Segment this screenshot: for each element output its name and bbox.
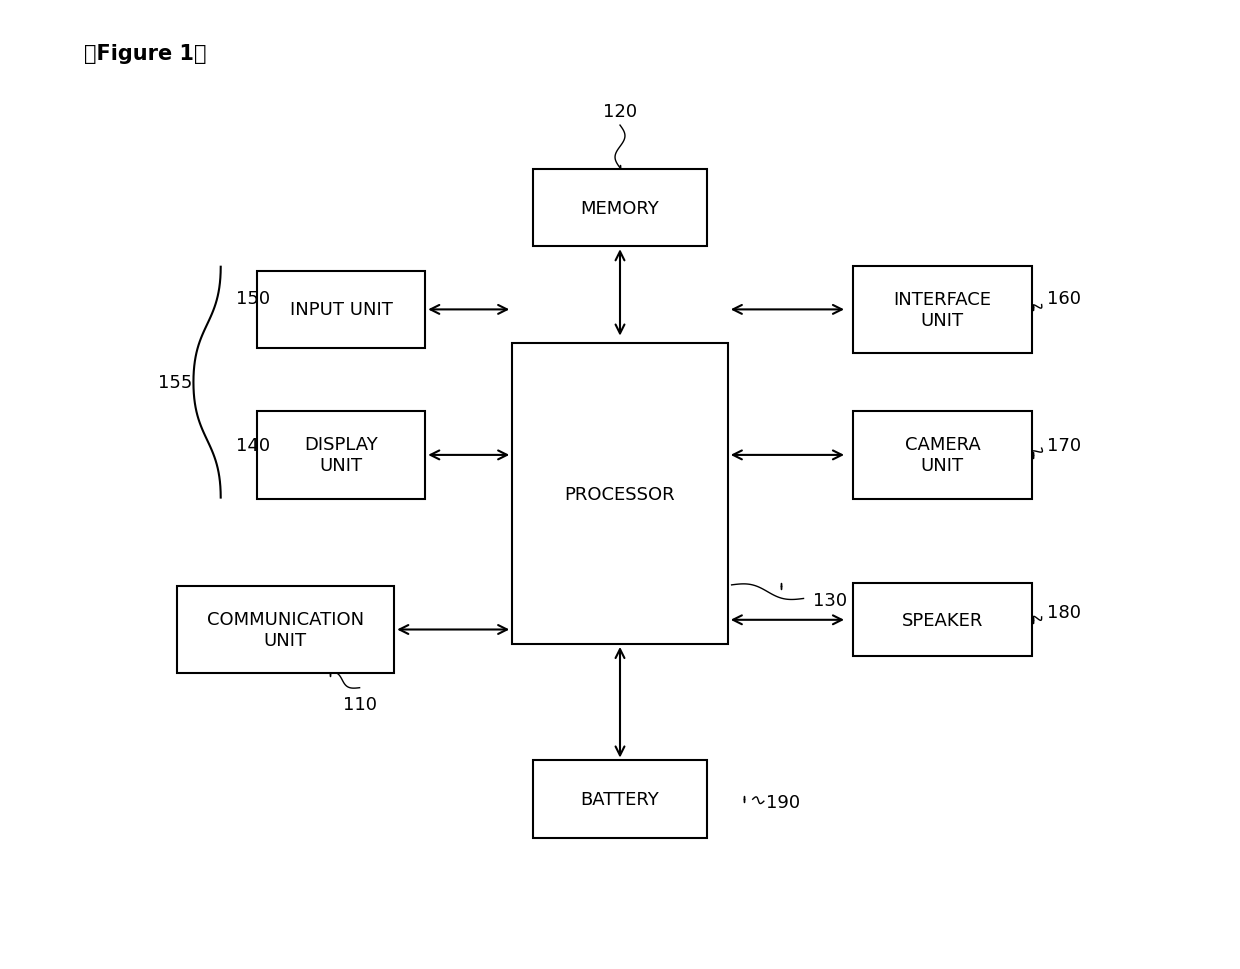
FancyBboxPatch shape bbox=[853, 266, 1032, 354]
Text: 130: 130 bbox=[813, 592, 848, 610]
Text: 170: 170 bbox=[1047, 437, 1081, 454]
FancyBboxPatch shape bbox=[853, 583, 1032, 657]
Text: CAMERA
UNIT: CAMERA UNIT bbox=[904, 436, 981, 475]
FancyBboxPatch shape bbox=[533, 170, 707, 247]
Text: 【Figure 1】: 【Figure 1】 bbox=[84, 44, 207, 64]
Text: MEMORY: MEMORY bbox=[580, 200, 660, 217]
Text: INPUT UNIT: INPUT UNIT bbox=[290, 301, 392, 319]
FancyBboxPatch shape bbox=[533, 761, 707, 838]
Text: 155: 155 bbox=[157, 374, 192, 391]
FancyBboxPatch shape bbox=[511, 344, 728, 644]
Text: 180: 180 bbox=[1047, 604, 1080, 621]
FancyBboxPatch shape bbox=[258, 271, 424, 349]
Text: 150: 150 bbox=[236, 290, 270, 307]
Text: PROCESSOR: PROCESSOR bbox=[564, 485, 676, 503]
Text: BATTERY: BATTERY bbox=[580, 791, 660, 808]
FancyBboxPatch shape bbox=[853, 412, 1032, 499]
Text: 190: 190 bbox=[766, 794, 801, 811]
Text: 110: 110 bbox=[342, 696, 377, 714]
FancyBboxPatch shape bbox=[177, 586, 394, 673]
Text: COMMUNICATION
UNIT: COMMUNICATION UNIT bbox=[207, 610, 363, 649]
Text: INTERFACE
UNIT: INTERFACE UNIT bbox=[893, 291, 992, 329]
FancyBboxPatch shape bbox=[258, 412, 424, 499]
Text: 160: 160 bbox=[1047, 290, 1080, 307]
Text: 140: 140 bbox=[236, 437, 270, 454]
Text: SPEAKER: SPEAKER bbox=[901, 611, 983, 629]
Text: DISPLAY
UNIT: DISPLAY UNIT bbox=[304, 436, 378, 475]
Text: 120: 120 bbox=[603, 103, 637, 121]
